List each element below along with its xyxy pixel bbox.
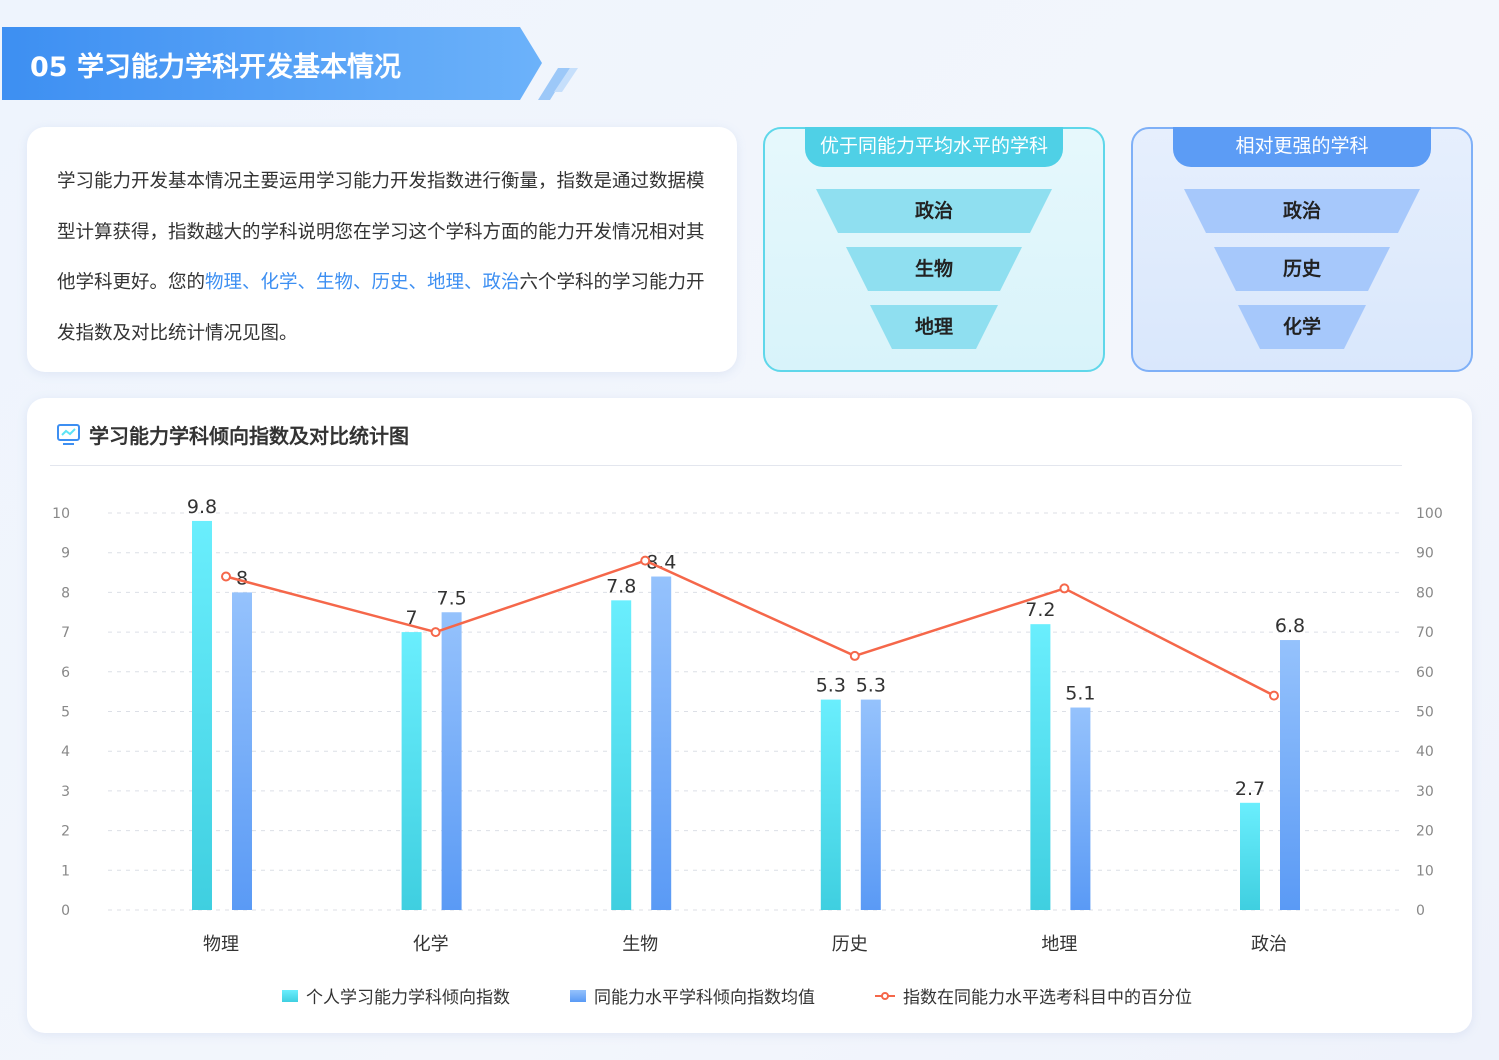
percentile-line — [225, 559, 1275, 697]
data-label: 7.5 — [436, 587, 466, 609]
legend-swatch — [570, 989, 586, 1002]
chart-card — [27, 398, 1472, 1033]
percentile-point — [640, 555, 651, 566]
bar-average — [441, 612, 462, 910]
y-left-tick-label: 4 — [61, 744, 70, 760]
data-label: 6.8 — [1275, 615, 1305, 637]
x-tick-label: 历史 — [832, 934, 868, 955]
intro-card: 学习能力开发基本情况主要运用学习能力开发指数进行衡量，指数是通过数据模型计算获得… — [27, 127, 737, 372]
data-label: 5.3 — [856, 675, 886, 697]
percentile-point — [221, 571, 231, 582]
percentile-point — [1269, 690, 1279, 701]
bar-personal — [1240, 802, 1260, 910]
y-left-tick-label: 9 — [61, 546, 70, 562]
y-right-tick-label: 0 — [1416, 903, 1425, 919]
strong-subjects-title: 相对更强的学科 — [1173, 127, 1431, 167]
bar-personal — [1030, 624, 1051, 910]
bar-personal — [820, 699, 841, 910]
y-left-tick-label: 3 — [61, 784, 70, 800]
data-label: 5.3 — [816, 675, 846, 697]
y-right-tick-label: 40 — [1416, 744, 1434, 760]
bar-average — [651, 576, 672, 910]
legend-item-percentile[interactable]: 指数在同能力水平选考科目中的百分位 — [875, 983, 1192, 1008]
y-right-tick-label: 80 — [1416, 585, 1434, 601]
x-tick-label: 政治 — [1251, 934, 1287, 955]
data-label: 7 — [406, 607, 418, 629]
y-left-tick-label: 5 — [61, 705, 70, 721]
y-left-tick-label: 2 — [61, 824, 70, 840]
data-label: 7.2 — [1025, 599, 1055, 621]
data-label: 8 — [236, 567, 248, 589]
bar-average — [860, 699, 881, 910]
bar-personal — [611, 600, 632, 910]
funnel-item: 生物 — [846, 247, 1022, 291]
legend-item-average[interactable]: 同能力水平学科倾向指数均值 — [570, 983, 815, 1008]
funnel-item: 政治 — [1184, 189, 1420, 233]
y-right-tick-label: 100 — [1416, 506, 1443, 522]
bar-average — [232, 592, 252, 910]
funnel-item: 地理 — [870, 305, 998, 349]
y-right-tick-label: 30 — [1416, 784, 1434, 800]
y-right-tick-label: 10 — [1416, 863, 1434, 879]
bar-average — [1280, 640, 1300, 910]
data-label: 9.8 — [187, 496, 217, 518]
x-tick-label: 地理 — [1041, 934, 1077, 955]
data-label: 5.1 — [1065, 683, 1095, 705]
x-tick-label: 物理 — [203, 934, 239, 955]
percentile-point — [1059, 583, 1070, 594]
chart-legend: 个人学习能力学科倾向指数 同能力水平学科倾向指数均值 指数在同能力水平选考科目中… — [282, 983, 1192, 1008]
y-left-tick-label: 1 — [61, 863, 70, 879]
legend-item-personal[interactable]: 个人学习能力学科倾向指数 — [282, 983, 510, 1008]
intro-text: 学习能力开发基本情况主要运用学习能力开发指数进行衡量，指数是通过数据模型计算获得… — [57, 171, 705, 344]
funnel-item: 化学 — [1238, 305, 1366, 349]
chart-icon — [57, 423, 80, 445]
bar-personal — [401, 632, 422, 910]
decorative-stripes — [538, 68, 578, 100]
data-label: 8.4 — [646, 552, 676, 574]
better-subjects-title: 优于同能力平均水平的学科 — [805, 127, 1063, 167]
section-title: 05 学习能力学科开发基本情况 — [30, 52, 401, 83]
data-label: 7.8 — [606, 575, 636, 597]
section-banner: 05 学习能力学科开发基本情况 — [2, 27, 542, 100]
divider — [50, 465, 1402, 466]
y-left-tick-label: 7 — [61, 625, 70, 641]
funnel-item: 政治 — [816, 189, 1052, 233]
legend-line-swatch — [875, 991, 895, 1000]
y-left-tick-label: 8 — [61, 585, 70, 601]
y-right-tick-label: 70 — [1416, 625, 1434, 641]
bar-average — [1070, 707, 1091, 910]
percentile-point — [849, 650, 860, 661]
y-left-tick-label: 0 — [61, 903, 70, 919]
y-left-tick-label: 10 — [52, 506, 70, 522]
better-subjects-box: 优于同能力平均水平的学科 政治生物地理 — [763, 127, 1105, 372]
y-left-tick-label: 6 — [61, 665, 70, 681]
strong-subjects-box: 相对更强的学科 政治历史化学 — [1131, 127, 1473, 372]
percentile-point — [430, 627, 441, 638]
y-right-tick-label: 20 — [1416, 824, 1434, 840]
y-right-tick-label: 50 — [1416, 705, 1434, 721]
y-right-tick-label: 60 — [1416, 665, 1434, 681]
legend-swatch — [282, 989, 298, 1002]
bar-personal — [192, 520, 212, 910]
data-label: 2.7 — [1235, 778, 1265, 800]
y-right-tick-label: 90 — [1416, 546, 1434, 562]
funnel-item: 历史 — [1214, 247, 1390, 291]
chart-title: 学习能力学科倾向指数及对比统计图 — [57, 420, 409, 449]
subject-list: 物理、化学、生物、历史、地理、政治 — [205, 272, 520, 293]
x-tick-label: 化学 — [413, 934, 449, 955]
x-tick-label: 生物 — [622, 934, 658, 955]
